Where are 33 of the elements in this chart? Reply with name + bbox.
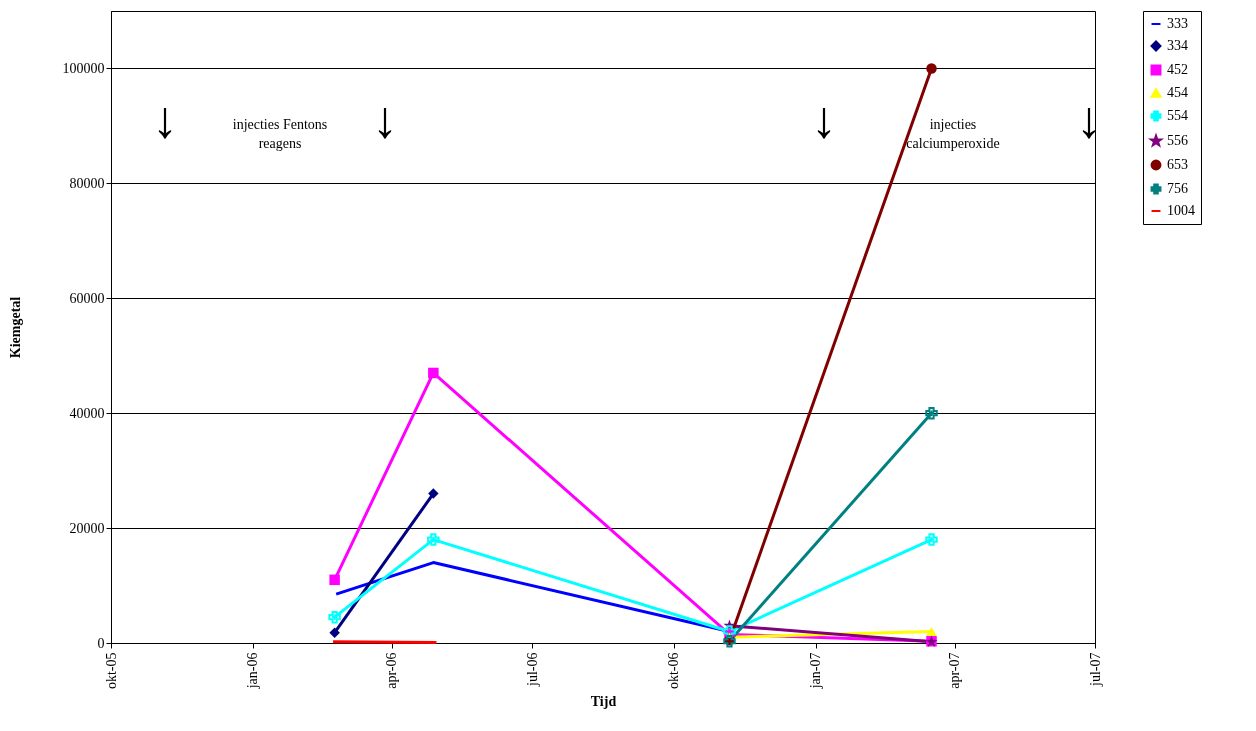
- y-tick-label: 40000: [69, 405, 105, 421]
- legend-label: 333: [1167, 16, 1188, 31]
- annotation: ↓: [372, 91, 398, 148]
- x-tick-label: apr-06: [384, 652, 400, 689]
- legend-label: 653: [1167, 157, 1188, 172]
- annotation: ↓: [152, 91, 178, 148]
- y-tick-label: 80000: [69, 175, 105, 191]
- legend-label: 452: [1167, 62, 1188, 77]
- annotation: ↓: [811, 91, 837, 148]
- y-tick-label: 60000: [69, 290, 105, 306]
- legend-label: 334: [1167, 38, 1188, 53]
- annotation: injecties calciumperoxide: [906, 117, 1000, 151]
- y-tick-label: 100000: [62, 60, 105, 76]
- annotation: injecties Fentons reagens: [232, 117, 328, 151]
- y-axis-title: Kiemgetal: [7, 296, 23, 359]
- x-tick-label: okt-05: [103, 652, 119, 690]
- y-tick-label: 0: [97, 635, 105, 651]
- legend-label: 454: [1167, 85, 1188, 100]
- legend-label: 1004: [1167, 203, 1195, 218]
- x-axis-title: Tijd: [590, 694, 617, 710]
- point: [925, 406, 938, 420]
- y-tick-label: 20000: [69, 520, 105, 536]
- annotation: ↓: [1076, 91, 1102, 148]
- x-tick-label: jul-07: [1087, 652, 1103, 687]
- x-tick-label: apr-07: [947, 652, 963, 689]
- x-tick-label: jan-06: [245, 652, 261, 690]
- legend-label: 756: [1167, 181, 1188, 196]
- legend-label: 554: [1167, 108, 1188, 123]
- x-tick-label: jan-07: [808, 652, 824, 690]
- x-tick-label: jul-06: [524, 652, 540, 687]
- legend-label: 556: [1167, 133, 1188, 148]
- point: [328, 610, 341, 624]
- x-tick-label: okt-06: [666, 652, 682, 690]
